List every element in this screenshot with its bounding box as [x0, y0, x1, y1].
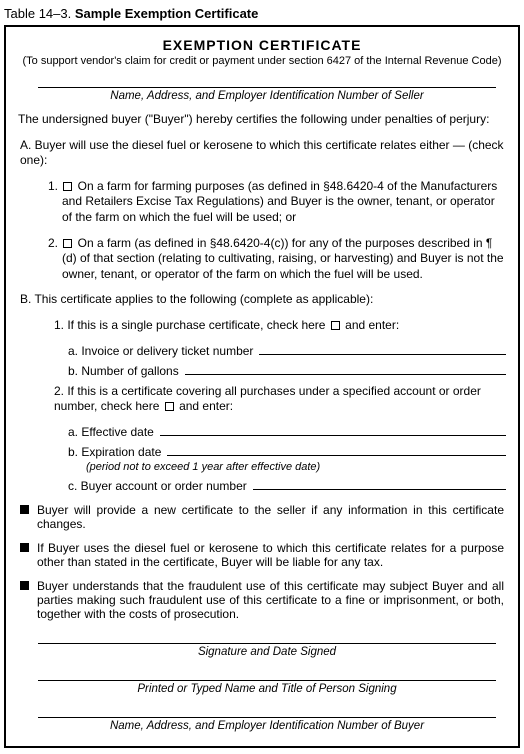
invoice-number-field[interactable]: a. Invoice or delivery ticket number — [68, 344, 506, 358]
account-number-field[interactable]: c. Buyer account or order number — [68, 479, 506, 493]
b2-row: 2. If this is a certificate covering all… — [54, 384, 506, 415]
bullet-3-text: Buyer understands that the fraudulent us… — [37, 579, 504, 621]
bullet-2: If Buyer uses the diesel fuel or kerosen… — [20, 541, 504, 569]
b1-row: 1. If this is a single purchase certific… — [54, 318, 506, 334]
buyer-info-caption: Name, Address, and Employer Identificati… — [38, 718, 496, 732]
bullet-3: Buyer understands that the fraudulent us… — [20, 579, 504, 621]
account-number-label: c. Buyer account or order number — [68, 479, 253, 493]
option-a2: 2. On a farm (as defined in §48.6420-4(c… — [48, 236, 506, 283]
checkbox-account-cert[interactable] — [165, 402, 174, 411]
b2-post: and enter: — [176, 399, 233, 413]
b1-post: and enter: — [342, 318, 399, 332]
signature-date-line[interactable]: Signature and Date Signed — [38, 643, 496, 658]
opt2-text: On a farm (as defined in §48.6420-4(c)) … — [62, 236, 504, 281]
bullet-1-text: Buyer will provide a new certificate to … — [37, 503, 504, 531]
expiration-date-field[interactable]: b. Expiration date — [68, 445, 506, 459]
invoice-label: a. Invoice or delivery ticket number — [68, 344, 259, 358]
table-caption: Table 14–3. Sample Exemption Certificate — [4, 6, 520, 21]
opt1-text: On a farm for farming purposes (as defin… — [62, 179, 497, 224]
cert-title: EXEMPTION CERTIFICATE — [18, 37, 506, 53]
bullet-icon — [20, 543, 29, 552]
b1-pre: 1. If this is a single purchase certific… — [54, 318, 329, 332]
expiration-note: (period not to exceed 1 year after effec… — [86, 461, 506, 473]
option-a1: 1. On a farm for farming purposes (as de… — [48, 179, 506, 226]
bullet-1: Buyer will provide a new certificate to … — [20, 503, 504, 531]
section-b-heading: B. This certificate applies to the follo… — [20, 292, 506, 308]
bullet-icon — [20, 581, 29, 590]
opt1-num: 1. — [48, 179, 61, 193]
checkbox-option-2[interactable] — [63, 239, 72, 248]
seller-line-caption: Name, Address, and Employer Identificati… — [38, 88, 496, 102]
opt2-num: 2. — [48, 236, 61, 250]
checkbox-option-1[interactable] — [63, 182, 72, 191]
table-number: Table 14–3. — [4, 6, 71, 21]
exemption-certificate: EXEMPTION CERTIFICATE (To support vendor… — [4, 25, 520, 748]
printed-name-caption: Printed or Typed Name and Title of Perso… — [38, 681, 496, 695]
signature-date-caption: Signature and Date Signed — [38, 644, 496, 658]
bullet-icon — [20, 505, 29, 514]
gallons-field[interactable]: b. Number of gallons — [68, 364, 506, 378]
effective-date-label: a. Effective date — [68, 425, 160, 439]
section-a-heading: A. Buyer will use the diesel fuel or ker… — [20, 138, 506, 169]
effective-date-field[interactable]: a. Effective date — [68, 425, 506, 439]
buyer-info-line[interactable]: Name, Address, and Employer Identificati… — [38, 717, 496, 732]
seller-signature-line: Name, Address, and Employer Identificati… — [38, 87, 496, 102]
b2-pre: 2. If this is a certificate covering all… — [54, 384, 481, 414]
intro-text: The undersigned buyer ("Buyer") hereby c… — [18, 112, 506, 128]
table-title: Sample Exemption Certificate — [75, 6, 259, 21]
printed-name-line[interactable]: Printed or Typed Name and Title of Perso… — [38, 680, 496, 695]
expiration-date-label: b. Expiration date — [68, 445, 167, 459]
bullet-2-text: If Buyer uses the diesel fuel or kerosen… — [37, 541, 504, 569]
gallons-label: b. Number of gallons — [68, 364, 185, 378]
checkbox-single-purchase[interactable] — [331, 321, 340, 330]
cert-subtitle: (To support vendor's claim for credit or… — [18, 55, 506, 67]
